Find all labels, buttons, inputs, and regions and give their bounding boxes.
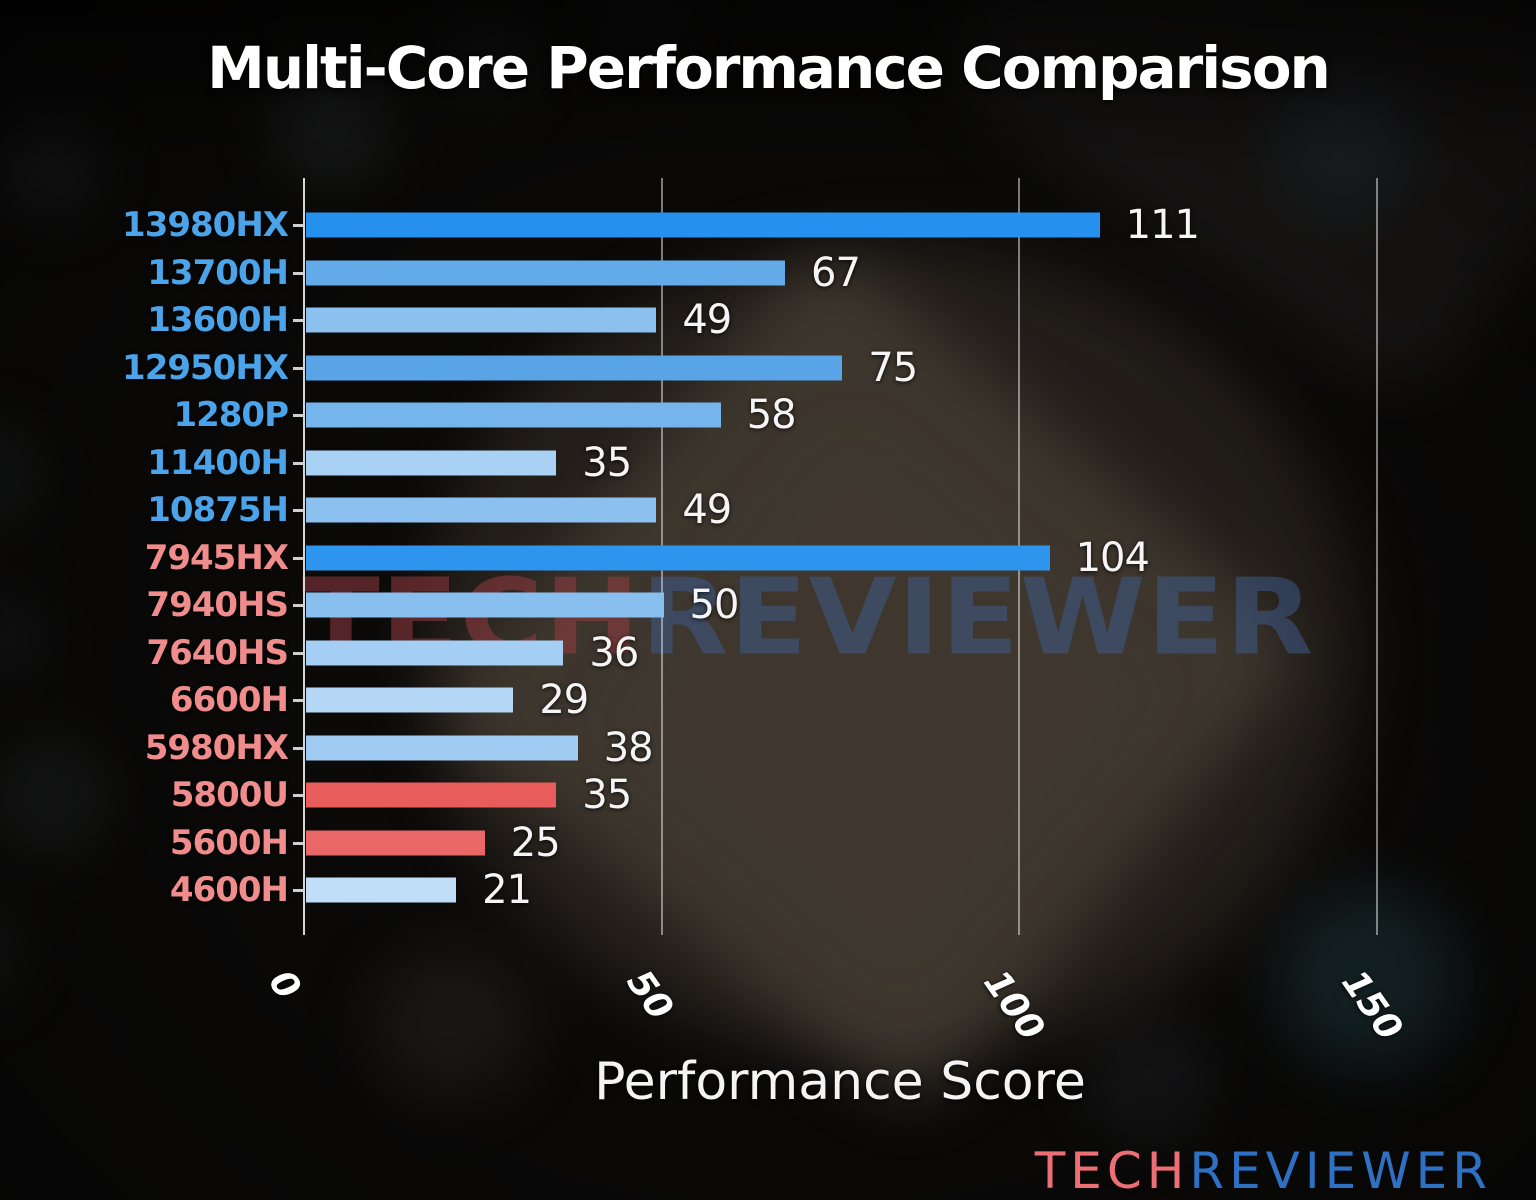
y-tick	[293, 841, 303, 845]
bar-row: 4600H 21	[0, 867, 1536, 913]
value-label: 75	[868, 344, 918, 391]
value-label: 111	[1125, 202, 1200, 248]
bar	[306, 260, 786, 285]
y-tick	[293, 461, 303, 465]
x-tick-label: 0	[260, 963, 309, 1008]
bar-row: 5980HX 38	[0, 724, 1536, 771]
value-label: 36	[589, 629, 639, 676]
bar	[306, 782, 557, 808]
bar	[306, 212, 1100, 238]
y-tick	[293, 556, 303, 560]
bar	[306, 687, 514, 713]
bar	[306, 592, 664, 618]
category-label: 7945HX	[144, 537, 289, 578]
bar-row: 10875H 49	[0, 487, 1536, 533]
x-tick-label: 50	[617, 963, 681, 1028]
value-label: 49	[682, 487, 732, 533]
bar	[306, 497, 657, 523]
brand-logo: TECHREVIEWER	[1035, 1142, 1492, 1200]
bar	[306, 735, 578, 760]
value-label: 21	[482, 867, 532, 913]
x-tick-label: 150	[1332, 963, 1410, 1049]
bar	[306, 640, 564, 665]
y-tick	[293, 271, 303, 275]
bar	[306, 402, 721, 428]
category-label: 12950HX	[122, 347, 289, 388]
category-label: 6600H	[169, 680, 289, 720]
x-tick-label: 100	[975, 963, 1053, 1049]
bar	[306, 545, 1050, 570]
y-tick	[293, 889, 303, 892]
bar-row: 5600H 25	[0, 819, 1536, 866]
y-tick	[293, 366, 303, 370]
y-tick	[293, 746, 303, 750]
y-tick	[293, 604, 303, 607]
value-label: 25	[510, 819, 561, 866]
bar-row: 13600H 49	[0, 297, 1536, 343]
value-label: 50	[689, 582, 740, 628]
bar	[306, 877, 457, 903]
value-label: 29	[539, 677, 589, 723]
value-label: 35	[582, 772, 632, 818]
category-label: 5800U	[170, 775, 289, 815]
brand-logo-reviewer: REVIEWER	[1189, 1142, 1492, 1200]
y-axis-line	[303, 178, 305, 935]
category-label: 5600H	[169, 822, 289, 863]
y-tick	[293, 224, 303, 227]
bar-row: 6600H 29	[0, 677, 1536, 723]
category-label: 13980HX	[122, 205, 289, 245]
category-label: 13700H	[147, 252, 289, 293]
category-label: 1280P	[173, 395, 289, 435]
category-label: 10875H	[147, 490, 289, 530]
bar	[306, 830, 485, 855]
y-tick	[293, 414, 303, 417]
value-label: 58	[746, 392, 797, 438]
bar-row: 13980HX 111	[0, 202, 1536, 248]
gridline	[1375, 178, 1378, 935]
value-label: 49	[682, 297, 732, 343]
category-label: 11400H	[147, 442, 289, 483]
bar-row: 7640HS 36	[0, 629, 1536, 676]
category-label: 7940HS	[146, 585, 289, 625]
bar	[306, 355, 843, 380]
value-label: 38	[603, 724, 654, 771]
category-label: 4600H	[169, 870, 289, 910]
brand-logo-tech: TECH	[1034, 1142, 1190, 1200]
bar-row: 7945HX 104	[0, 534, 1536, 581]
bar-row: 7940HS 50	[0, 582, 1536, 628]
y-tick	[293, 794, 303, 797]
value-label: 67	[811, 249, 861, 296]
y-tick	[293, 509, 303, 512]
bar-row: 11400H 35	[0, 439, 1536, 486]
watermark-reviewer: REVIEWER	[640, 556, 1315, 679]
category-label: 5980HX	[144, 727, 289, 768]
bar-row: 12950HX 75	[0, 344, 1536, 391]
value-label: 35	[582, 439, 632, 486]
bar	[306, 307, 657, 333]
bar-row: 5800U 35	[0, 772, 1536, 818]
y-tick	[293, 651, 303, 655]
value-label: 104	[1075, 534, 1150, 581]
bar-row: 1280P 58	[0, 392, 1536, 438]
category-label: 13600H	[147, 300, 289, 340]
x-axis-label: Performance Score	[594, 1052, 1086, 1112]
category-label: 7640HS	[146, 632, 289, 673]
chart-title: Multi-Core Performance Comparison	[207, 34, 1331, 102]
bar-row: 13700H 67	[0, 249, 1536, 296]
y-tick	[293, 699, 303, 702]
y-tick	[293, 319, 303, 322]
bar	[306, 450, 557, 475]
